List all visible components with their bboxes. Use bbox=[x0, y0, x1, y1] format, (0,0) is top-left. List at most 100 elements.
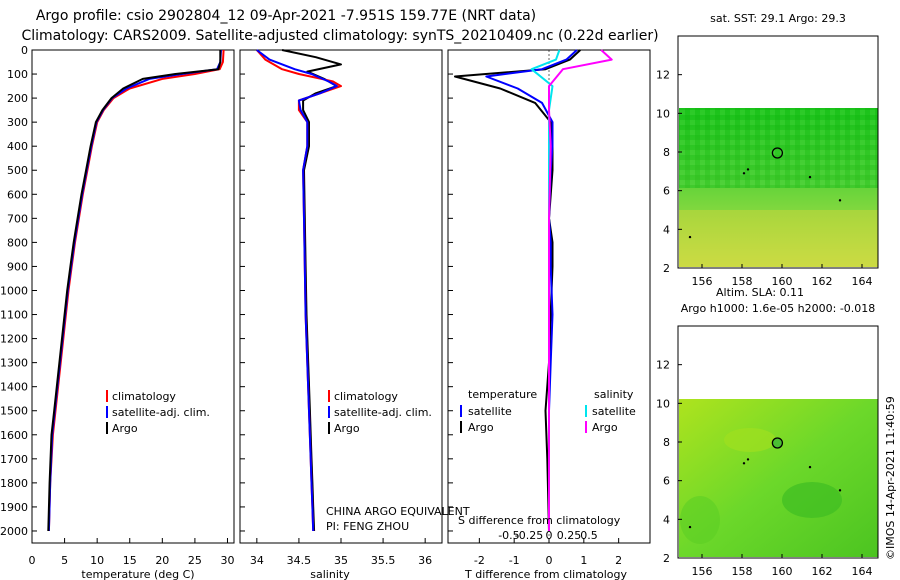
title-line-2: Climatology: CARS2009. Satellite-adjuste… bbox=[21, 28, 658, 44]
t-argo-line bbox=[454, 49, 581, 532]
y-tick-label: 1000 bbox=[0, 284, 28, 297]
legend-argo: Argo bbox=[112, 422, 138, 435]
s-tick-label: 0.5 bbox=[580, 529, 598, 542]
legend-satellite: satellite-adj. clim. bbox=[112, 406, 210, 419]
s-tick-label: 0.25 bbox=[557, 529, 582, 542]
argo-location-marker bbox=[771, 147, 784, 159]
s-difference-axis-label: S difference from climatology bbox=[458, 514, 621, 527]
temperature-legend: climatology satellite-adj. clim. Argo bbox=[106, 390, 210, 435]
sst-map: sat. SST: 29.1 Argo: 29.3 156 158 160 162 16… bbox=[656, 12, 879, 288]
legend-climatology-swatch bbox=[328, 390, 330, 402]
map-x-tick-label: 164 bbox=[852, 275, 873, 288]
map-x-tick-label: 160 bbox=[772, 275, 793, 288]
island-dot bbox=[742, 462, 746, 465]
legend-salinity-title: salinity bbox=[594, 388, 634, 401]
y-tick-label: 900 bbox=[7, 260, 28, 273]
map-y-tick-label: 10 bbox=[656, 107, 670, 120]
satellite-line bbox=[256, 49, 338, 532]
legend-climatology-swatch bbox=[106, 390, 108, 402]
legend-climatology: climatology bbox=[112, 390, 176, 403]
x-tick-label: 36 bbox=[418, 554, 432, 567]
y-tick-label: 0 bbox=[21, 44, 28, 57]
s-tick-label: 0 bbox=[546, 529, 553, 542]
x-tick-label: 1 bbox=[580, 554, 587, 567]
map-y-tick-label: 6 bbox=[663, 185, 670, 198]
y-tick-label: 1200 bbox=[0, 333, 28, 346]
x-tick-label: 0 bbox=[29, 554, 36, 567]
x-tick-label: 2 bbox=[615, 554, 622, 567]
s-tick-label: -0.25 bbox=[515, 529, 543, 542]
island-dot bbox=[808, 175, 812, 179]
legend-s-argo: Argo bbox=[592, 421, 618, 434]
s-satellite-line bbox=[530, 49, 561, 531]
salinity-legend: climatology satellite-adj. clim. Argo bbox=[328, 390, 432, 435]
map-x-tick-label: 164 bbox=[852, 565, 873, 578]
float-annotation-1: CHINA ARGO EQUIVALENT bbox=[326, 505, 470, 518]
y-tick-label: 300 bbox=[7, 116, 28, 129]
map-x-tick-label: 158 bbox=[732, 275, 753, 288]
map-y-tick-label: 6 bbox=[663, 475, 670, 488]
legend-s-satellite-swatch bbox=[585, 405, 587, 417]
map-y-tick-label: 4 bbox=[663, 513, 670, 526]
x-tick-label: 30 bbox=[220, 554, 234, 567]
climatology-line bbox=[256, 49, 342, 532]
map-x-tick-label: 162 bbox=[812, 565, 833, 578]
y-tick-label: 500 bbox=[7, 164, 28, 177]
legend-t-argo-swatch bbox=[460, 421, 462, 433]
x-tick-label: 15 bbox=[123, 554, 137, 567]
y-tick-label: 200 bbox=[7, 92, 28, 105]
map-y-tick-label: 4 bbox=[663, 223, 670, 236]
map-x-tick-label: 156 bbox=[692, 275, 713, 288]
y-tick-label: 1800 bbox=[0, 477, 28, 490]
sla-map-title-1: Altim. SLA: 0.11 bbox=[716, 286, 804, 299]
legend-argo-swatch bbox=[328, 422, 330, 434]
legend-s-satellite: satellite bbox=[592, 405, 636, 418]
island-dot bbox=[688, 235, 692, 239]
x-tick-label: 35 bbox=[334, 554, 348, 567]
salinity-axes-frame bbox=[239, 49, 443, 544]
island-dot bbox=[746, 168, 750, 171]
difference-xlabel: T difference from climatology bbox=[464, 568, 627, 580]
y-tick-label: 1700 bbox=[0, 453, 28, 466]
t-satellite-line bbox=[485, 49, 578, 531]
y-tick-label: 1500 bbox=[0, 405, 28, 418]
map-y-tick-label: 10 bbox=[656, 397, 670, 410]
legend-satellite-swatch bbox=[328, 406, 330, 418]
y-tick-label: 1100 bbox=[0, 309, 28, 322]
island-dot bbox=[746, 458, 750, 461]
y-tick-label: 2000 bbox=[0, 525, 28, 538]
legend-t-argo: Argo bbox=[468, 421, 494, 434]
imos-credit: ©IMOS 14-Apr-2021 11:40:59 bbox=[884, 396, 897, 560]
x-tick-label: 25 bbox=[188, 554, 202, 567]
climatology-line bbox=[47, 49, 225, 532]
legend-satellite-swatch bbox=[106, 406, 108, 418]
y-tick-label: 800 bbox=[7, 236, 28, 249]
title-line-1: Argo profile: csio 2902804_12 09-Apr-202… bbox=[36, 8, 536, 24]
y-tick-label: 600 bbox=[7, 188, 28, 201]
map-x-tick-label: 162 bbox=[812, 275, 833, 288]
map-y-tick-label: 8 bbox=[663, 436, 670, 449]
y-tick-label: 1400 bbox=[0, 381, 28, 394]
s-tick-label: -0.5 bbox=[498, 529, 519, 542]
x-tick-label: 35.5 bbox=[371, 554, 396, 567]
legend-satellite: satellite-adj. clim. bbox=[334, 406, 432, 419]
x-tick-label: 34.5 bbox=[287, 554, 312, 567]
salinity-panel: 34 34.5 35 35.5 36 salinity climatology sate… bbox=[239, 49, 470, 580]
legend-temperature-title: temperature bbox=[468, 388, 537, 401]
y-tick-label: 1900 bbox=[0, 501, 28, 514]
map-y-tick-label: 2 bbox=[663, 552, 670, 565]
x-tick-label: 5 bbox=[61, 554, 68, 567]
map-x-tick-label: 160 bbox=[772, 565, 793, 578]
map-x-tick-label: 158 bbox=[732, 565, 753, 578]
argo-line bbox=[47, 50, 222, 532]
sla-map-title-2: Argo h1000: 1.6e-05 h2000: -0.018 bbox=[681, 302, 876, 315]
legend-argo: Argo bbox=[334, 422, 360, 435]
y-tick-label: 1300 bbox=[0, 357, 28, 370]
s-argo-line bbox=[548, 49, 613, 531]
temperature-xlabel: temperature (deg C) bbox=[81, 568, 194, 580]
legend-t-satellite: satellite bbox=[468, 405, 512, 418]
salinity-xlabel: salinity bbox=[310, 568, 350, 580]
x-tick-label: 10 bbox=[90, 554, 104, 567]
island-dot bbox=[742, 172, 746, 175]
